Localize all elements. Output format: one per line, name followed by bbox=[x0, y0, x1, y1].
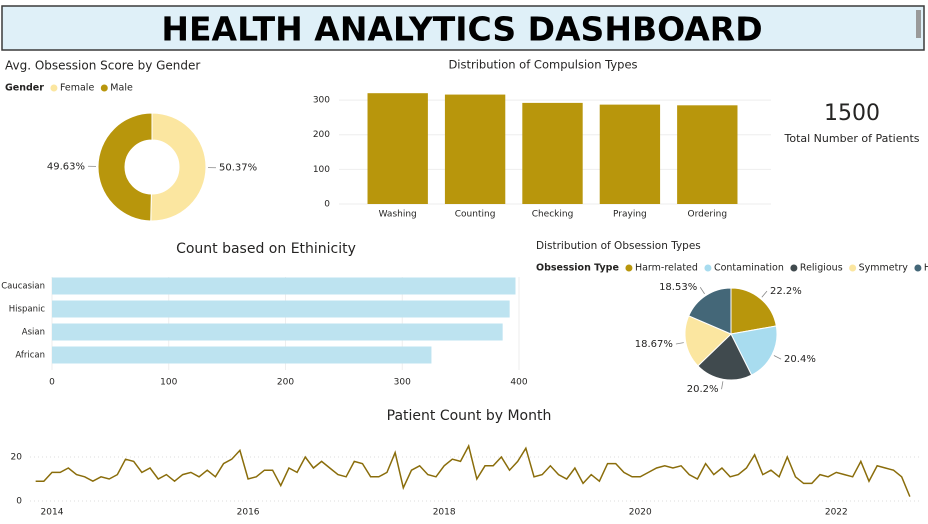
legend-title: Obsession Type bbox=[536, 263, 619, 274]
y-tick-label: 0 bbox=[16, 497, 22, 507]
x-tick-label: 2016 bbox=[237, 508, 260, 518]
legend-marker bbox=[790, 264, 798, 272]
x-tick-label: Praying bbox=[613, 210, 647, 220]
slice bbox=[150, 112, 207, 222]
y-tick-label: 300 bbox=[313, 96, 330, 106]
y-tick-label: 20 bbox=[11, 453, 23, 463]
legend-marker bbox=[625, 264, 633, 272]
x-tick-label: Ordering bbox=[688, 210, 728, 220]
x-tick-label: 100 bbox=[160, 378, 177, 388]
leader-line bbox=[761, 290, 768, 298]
x-tick-label: 200 bbox=[277, 378, 294, 388]
chart-title: Count based on Ethinicity bbox=[176, 241, 356, 257]
bar bbox=[522, 102, 583, 204]
x-tick-label: 2014 bbox=[41, 508, 64, 518]
dashboard-title: HEALTH ANALYTICS DASHBOARD bbox=[161, 10, 762, 49]
header-box bbox=[1, 5, 925, 51]
legend-marker bbox=[100, 84, 108, 92]
slice bbox=[97, 112, 153, 222]
x-tick-label: 0 bbox=[49, 378, 55, 388]
chart-title: Distribution of Obsession Types bbox=[536, 240, 701, 252]
legend-label: Symmetry bbox=[859, 263, 909, 274]
bar bbox=[52, 277, 516, 295]
x-tick-label: 2018 bbox=[433, 508, 456, 518]
slice bbox=[688, 287, 732, 335]
slice bbox=[730, 287, 777, 335]
x-tick-label: 2022 bbox=[825, 508, 848, 518]
kpi-label: Total Number of Patients bbox=[783, 132, 919, 145]
bar bbox=[677, 105, 738, 204]
leader-line bbox=[773, 355, 782, 360]
y-tick-label: Caucasian bbox=[1, 282, 45, 292]
data-label: 18.53% bbox=[659, 282, 697, 293]
data-label: 20.4% bbox=[784, 354, 816, 365]
chart-title: Avg. Obsession Score by Gender bbox=[5, 59, 200, 73]
bar bbox=[52, 346, 432, 364]
legend-marker bbox=[849, 264, 857, 272]
leader-line bbox=[721, 381, 724, 390]
bar bbox=[444, 94, 506, 204]
data-label: 50.37% bbox=[219, 163, 257, 174]
data-label: 22.2% bbox=[770, 286, 802, 297]
y-tick-label: Asian bbox=[22, 328, 45, 338]
x-tick-label: 300 bbox=[394, 378, 411, 388]
slice bbox=[684, 315, 732, 367]
leader-line bbox=[675, 342, 684, 345]
slice bbox=[697, 333, 753, 381]
y-tick-label: 200 bbox=[313, 130, 330, 140]
x-tick-label: 2020 bbox=[629, 508, 652, 518]
legend-label: Contamination bbox=[714, 263, 784, 274]
legend-title: Gender bbox=[5, 83, 44, 94]
bar bbox=[367, 93, 428, 204]
x-tick-label: Counting bbox=[455, 210, 496, 220]
legend-marker bbox=[914, 264, 922, 272]
legend-marker bbox=[50, 84, 58, 92]
data-label: 20.2% bbox=[687, 384, 719, 395]
chart-title: Distribution of Compulsion Types bbox=[448, 58, 637, 72]
chart-title: Patient Count by Month bbox=[387, 408, 552, 424]
slice bbox=[730, 325, 778, 376]
data-label: 18.67% bbox=[635, 339, 673, 350]
legend-label: Religious bbox=[800, 263, 843, 274]
kpi-value: 1500 bbox=[824, 101, 880, 126]
legend-marker bbox=[704, 264, 712, 272]
bar bbox=[599, 104, 661, 204]
bar bbox=[52, 323, 503, 341]
scrollbar bbox=[916, 10, 921, 38]
y-tick-label: 100 bbox=[313, 165, 330, 175]
x-tick-label: Checking bbox=[532, 210, 574, 220]
legend-label: Hoarding bbox=[924, 263, 928, 274]
bar bbox=[52, 300, 510, 318]
x-tick-label: Washing bbox=[379, 210, 417, 220]
legend-label: Harm-related bbox=[635, 263, 698, 274]
legend-label: Male bbox=[110, 83, 133, 94]
line bbox=[35, 443, 911, 497]
leader-line bbox=[699, 287, 705, 295]
legend-label: Female bbox=[60, 83, 95, 94]
y-tick-label: 0 bbox=[324, 200, 330, 210]
y-tick-label: Hispanic bbox=[9, 305, 46, 315]
y-tick-label: African bbox=[15, 351, 45, 361]
data-label: 49.63% bbox=[47, 161, 85, 172]
x-tick-label: 400 bbox=[510, 378, 527, 388]
